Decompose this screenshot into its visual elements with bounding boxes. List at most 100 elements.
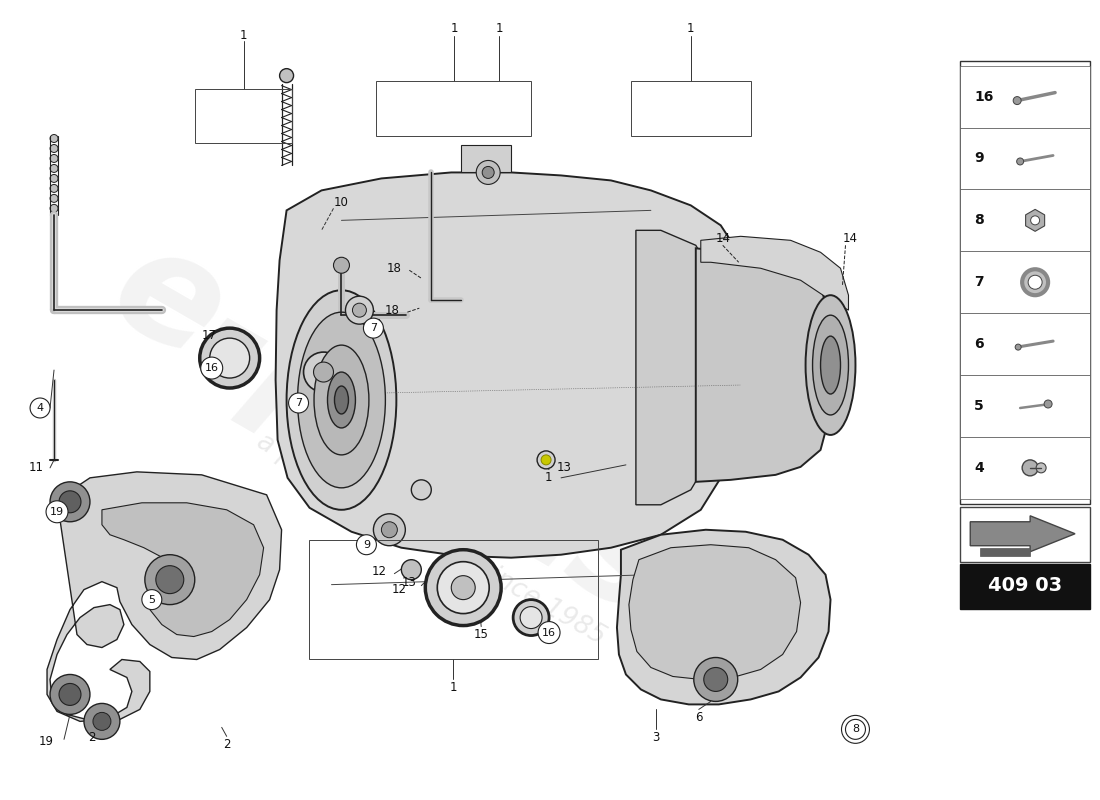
Circle shape	[1031, 216, 1040, 225]
Circle shape	[476, 161, 501, 185]
Text: 18: 18	[385, 304, 399, 317]
Circle shape	[84, 703, 120, 739]
Polygon shape	[701, 236, 848, 310]
Ellipse shape	[314, 345, 369, 455]
Circle shape	[94, 712, 111, 730]
Polygon shape	[629, 545, 801, 679]
Text: 19: 19	[50, 506, 64, 517]
Bar	[195, 89, 292, 143]
Polygon shape	[970, 516, 1075, 552]
Polygon shape	[636, 230, 713, 505]
Circle shape	[541, 455, 551, 465]
Circle shape	[1022, 270, 1048, 295]
Circle shape	[50, 174, 58, 182]
Text: 16: 16	[975, 90, 993, 103]
Ellipse shape	[805, 295, 856, 435]
Circle shape	[451, 576, 475, 600]
Text: 8: 8	[975, 214, 984, 227]
Polygon shape	[102, 503, 264, 637]
Text: 7: 7	[295, 398, 302, 408]
Bar	[960, 66, 1090, 127]
Circle shape	[50, 154, 58, 162]
Circle shape	[200, 328, 260, 388]
Bar	[960, 251, 1090, 313]
Circle shape	[363, 318, 384, 338]
Circle shape	[1044, 400, 1052, 408]
Ellipse shape	[334, 386, 349, 414]
Text: 14: 14	[843, 232, 858, 245]
Text: 18: 18	[386, 262, 402, 274]
Circle shape	[288, 393, 308, 413]
Circle shape	[438, 562, 490, 614]
Text: 16: 16	[205, 363, 219, 373]
Text: 1: 1	[240, 30, 248, 42]
Polygon shape	[461, 146, 512, 173]
Text: 17: 17	[201, 329, 217, 342]
Circle shape	[694, 658, 738, 702]
Circle shape	[411, 480, 431, 500]
Text: 1: 1	[544, 471, 552, 484]
Bar	[960, 564, 1090, 609]
Polygon shape	[47, 472, 282, 722]
Text: 5: 5	[975, 399, 984, 413]
Circle shape	[50, 194, 58, 202]
Text: 1: 1	[495, 22, 503, 35]
Circle shape	[520, 606, 542, 629]
Circle shape	[846, 719, 866, 739]
Text: e-parts: e-parts	[86, 210, 696, 649]
Text: 13: 13	[402, 576, 416, 589]
Text: 1: 1	[450, 681, 456, 694]
Circle shape	[373, 514, 405, 546]
Text: 16: 16	[542, 627, 557, 638]
Bar	[960, 313, 1090, 375]
Polygon shape	[617, 530, 830, 705]
Circle shape	[356, 534, 376, 554]
Circle shape	[704, 667, 728, 691]
Text: 7: 7	[975, 275, 983, 290]
Circle shape	[142, 590, 162, 610]
Bar	[960, 61, 1090, 504]
Text: 6: 6	[975, 337, 983, 351]
Circle shape	[1015, 344, 1021, 350]
Text: 3: 3	[652, 731, 660, 744]
Circle shape	[537, 451, 556, 469]
Polygon shape	[696, 248, 828, 482]
Text: 2: 2	[88, 731, 96, 744]
Text: 15: 15	[474, 628, 488, 641]
Text: 1: 1	[451, 22, 458, 35]
Polygon shape	[276, 173, 740, 558]
Circle shape	[50, 165, 58, 173]
Ellipse shape	[821, 336, 840, 394]
Text: 10: 10	[334, 196, 349, 209]
Circle shape	[1016, 158, 1024, 165]
Text: a passion for parts since 1985: a passion for parts since 1985	[252, 429, 611, 650]
Circle shape	[333, 258, 350, 274]
Circle shape	[314, 362, 333, 382]
Circle shape	[1022, 460, 1038, 476]
Bar	[960, 437, 1090, 499]
Text: 2: 2	[223, 738, 230, 751]
Bar	[960, 375, 1090, 437]
Circle shape	[426, 550, 502, 626]
Text: 8: 8	[851, 724, 859, 734]
Circle shape	[59, 683, 81, 706]
Circle shape	[50, 185, 58, 193]
Bar	[960, 190, 1090, 251]
Bar	[960, 506, 1090, 562]
Polygon shape	[1025, 210, 1045, 231]
Circle shape	[50, 145, 58, 153]
Ellipse shape	[287, 290, 396, 510]
Circle shape	[1036, 463, 1046, 473]
Circle shape	[482, 166, 494, 178]
Circle shape	[513, 600, 549, 635]
Circle shape	[210, 338, 250, 378]
Circle shape	[50, 134, 58, 142]
Text: 4: 4	[975, 461, 984, 475]
Text: 13: 13	[557, 462, 572, 474]
Circle shape	[50, 204, 58, 212]
Text: 4: 4	[36, 403, 44, 413]
Circle shape	[352, 303, 366, 317]
Circle shape	[538, 622, 560, 643]
Ellipse shape	[328, 372, 355, 428]
Bar	[308, 540, 598, 659]
